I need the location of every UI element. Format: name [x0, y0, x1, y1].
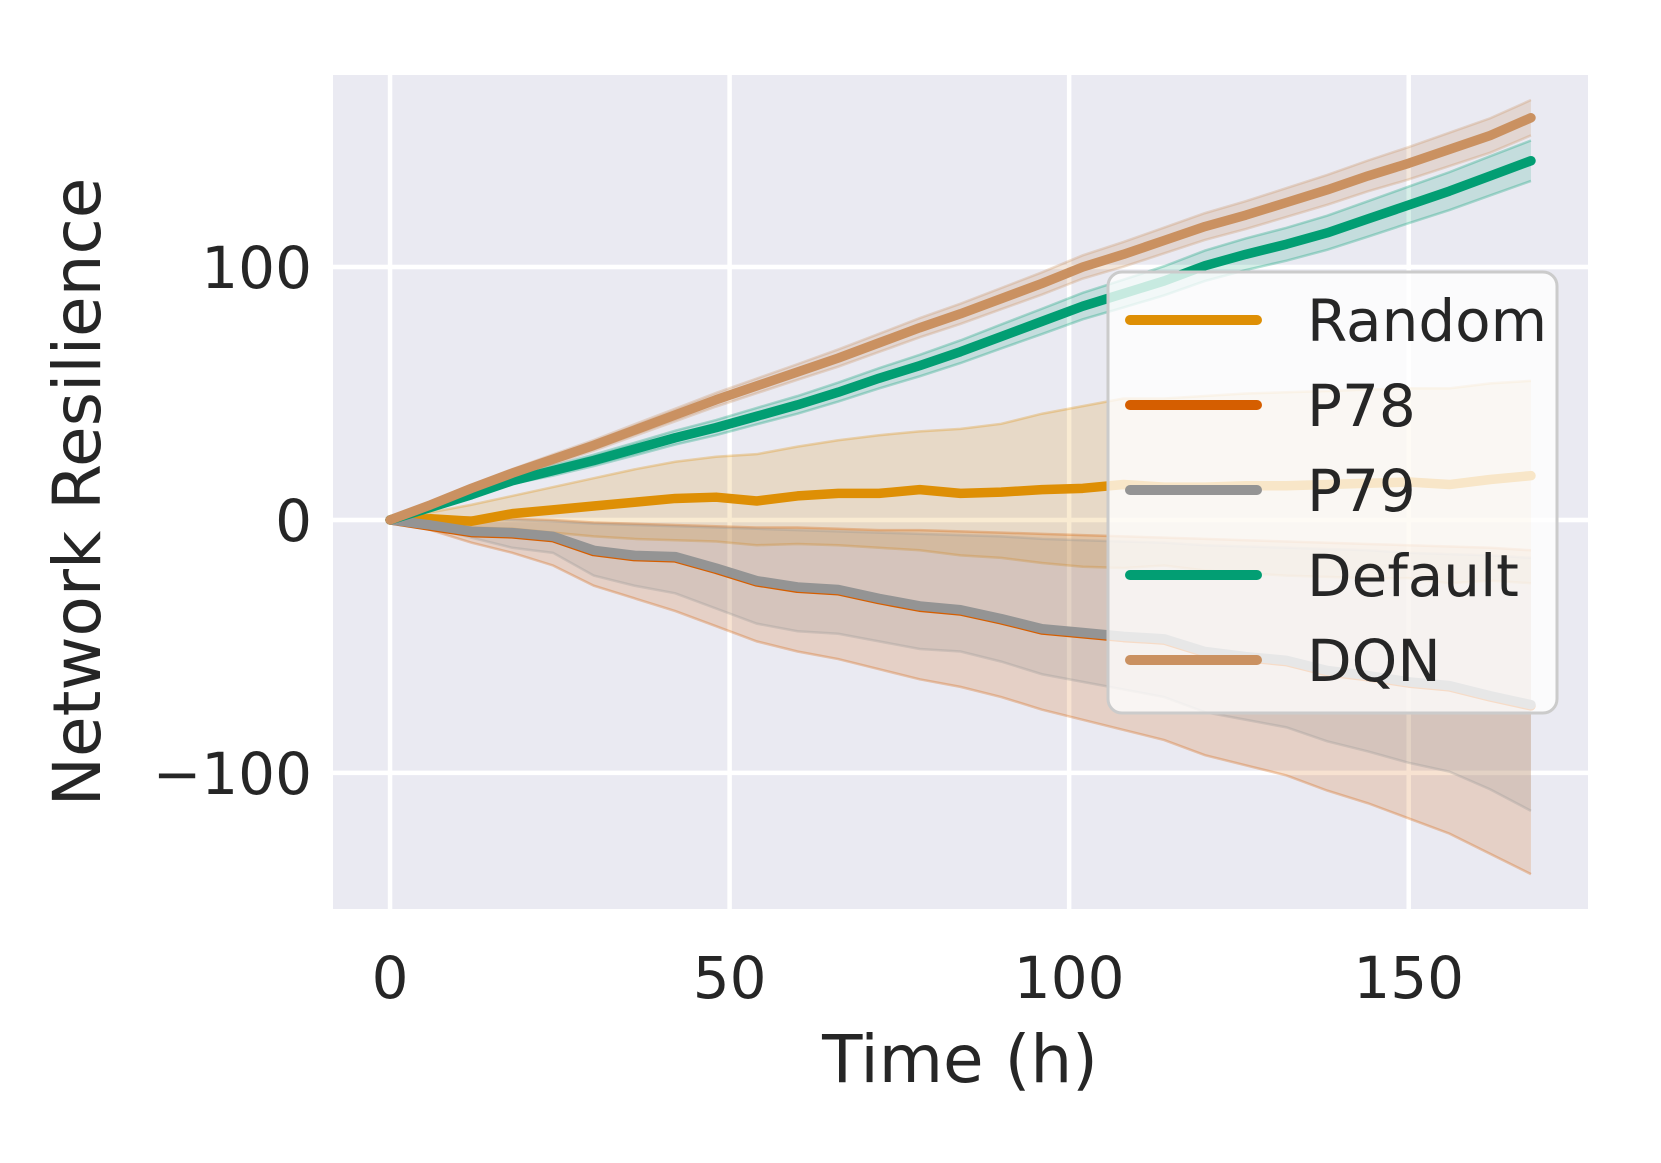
- y-tick-label-0: 0: [275, 487, 312, 555]
- legend: Random P78 P79 Default DQN: [1106, 270, 1559, 715]
- band-lower-edge-p78: [389, 518, 1532, 876]
- x-tick-label-0: 0: [372, 944, 409, 1012]
- y-tick-label-100: 100: [201, 234, 312, 302]
- legend-label-random: Random: [1307, 287, 1547, 355]
- band-upper-edge-default: [389, 139, 1532, 519]
- series-line-dqn: [385, 112, 1536, 525]
- legend-box: [1106, 270, 1559, 715]
- x-tick-label-50: 50: [693, 944, 767, 1012]
- legend-label-dqn: DQN: [1307, 627, 1441, 695]
- y-tick-label--100: −100: [153, 740, 312, 808]
- legend-label-p79: P79: [1307, 457, 1416, 525]
- x-tick-labels: 0 50 100 150: [372, 944, 1464, 1012]
- band-lower-edge-default: [389, 179, 1532, 524]
- legend-label-p78: P78: [1307, 372, 1416, 440]
- y-axis-label: Network Resilience: [39, 178, 116, 807]
- legend-label-default: Default: [1307, 542, 1519, 610]
- series-line-default: [385, 156, 1536, 525]
- band-upper-edge-dqn: [389, 98, 1532, 519]
- band-lower-edge-p79: [389, 518, 1532, 812]
- y-tick-labels: −100 0 100: [153, 234, 312, 808]
- x-axis-label: Time (h): [821, 1021, 1098, 1098]
- band-lower-edge-dqn: [389, 134, 1532, 524]
- x-tick-label-150: 150: [1353, 944, 1464, 1012]
- x-tick-label-100: 100: [1014, 944, 1125, 1012]
